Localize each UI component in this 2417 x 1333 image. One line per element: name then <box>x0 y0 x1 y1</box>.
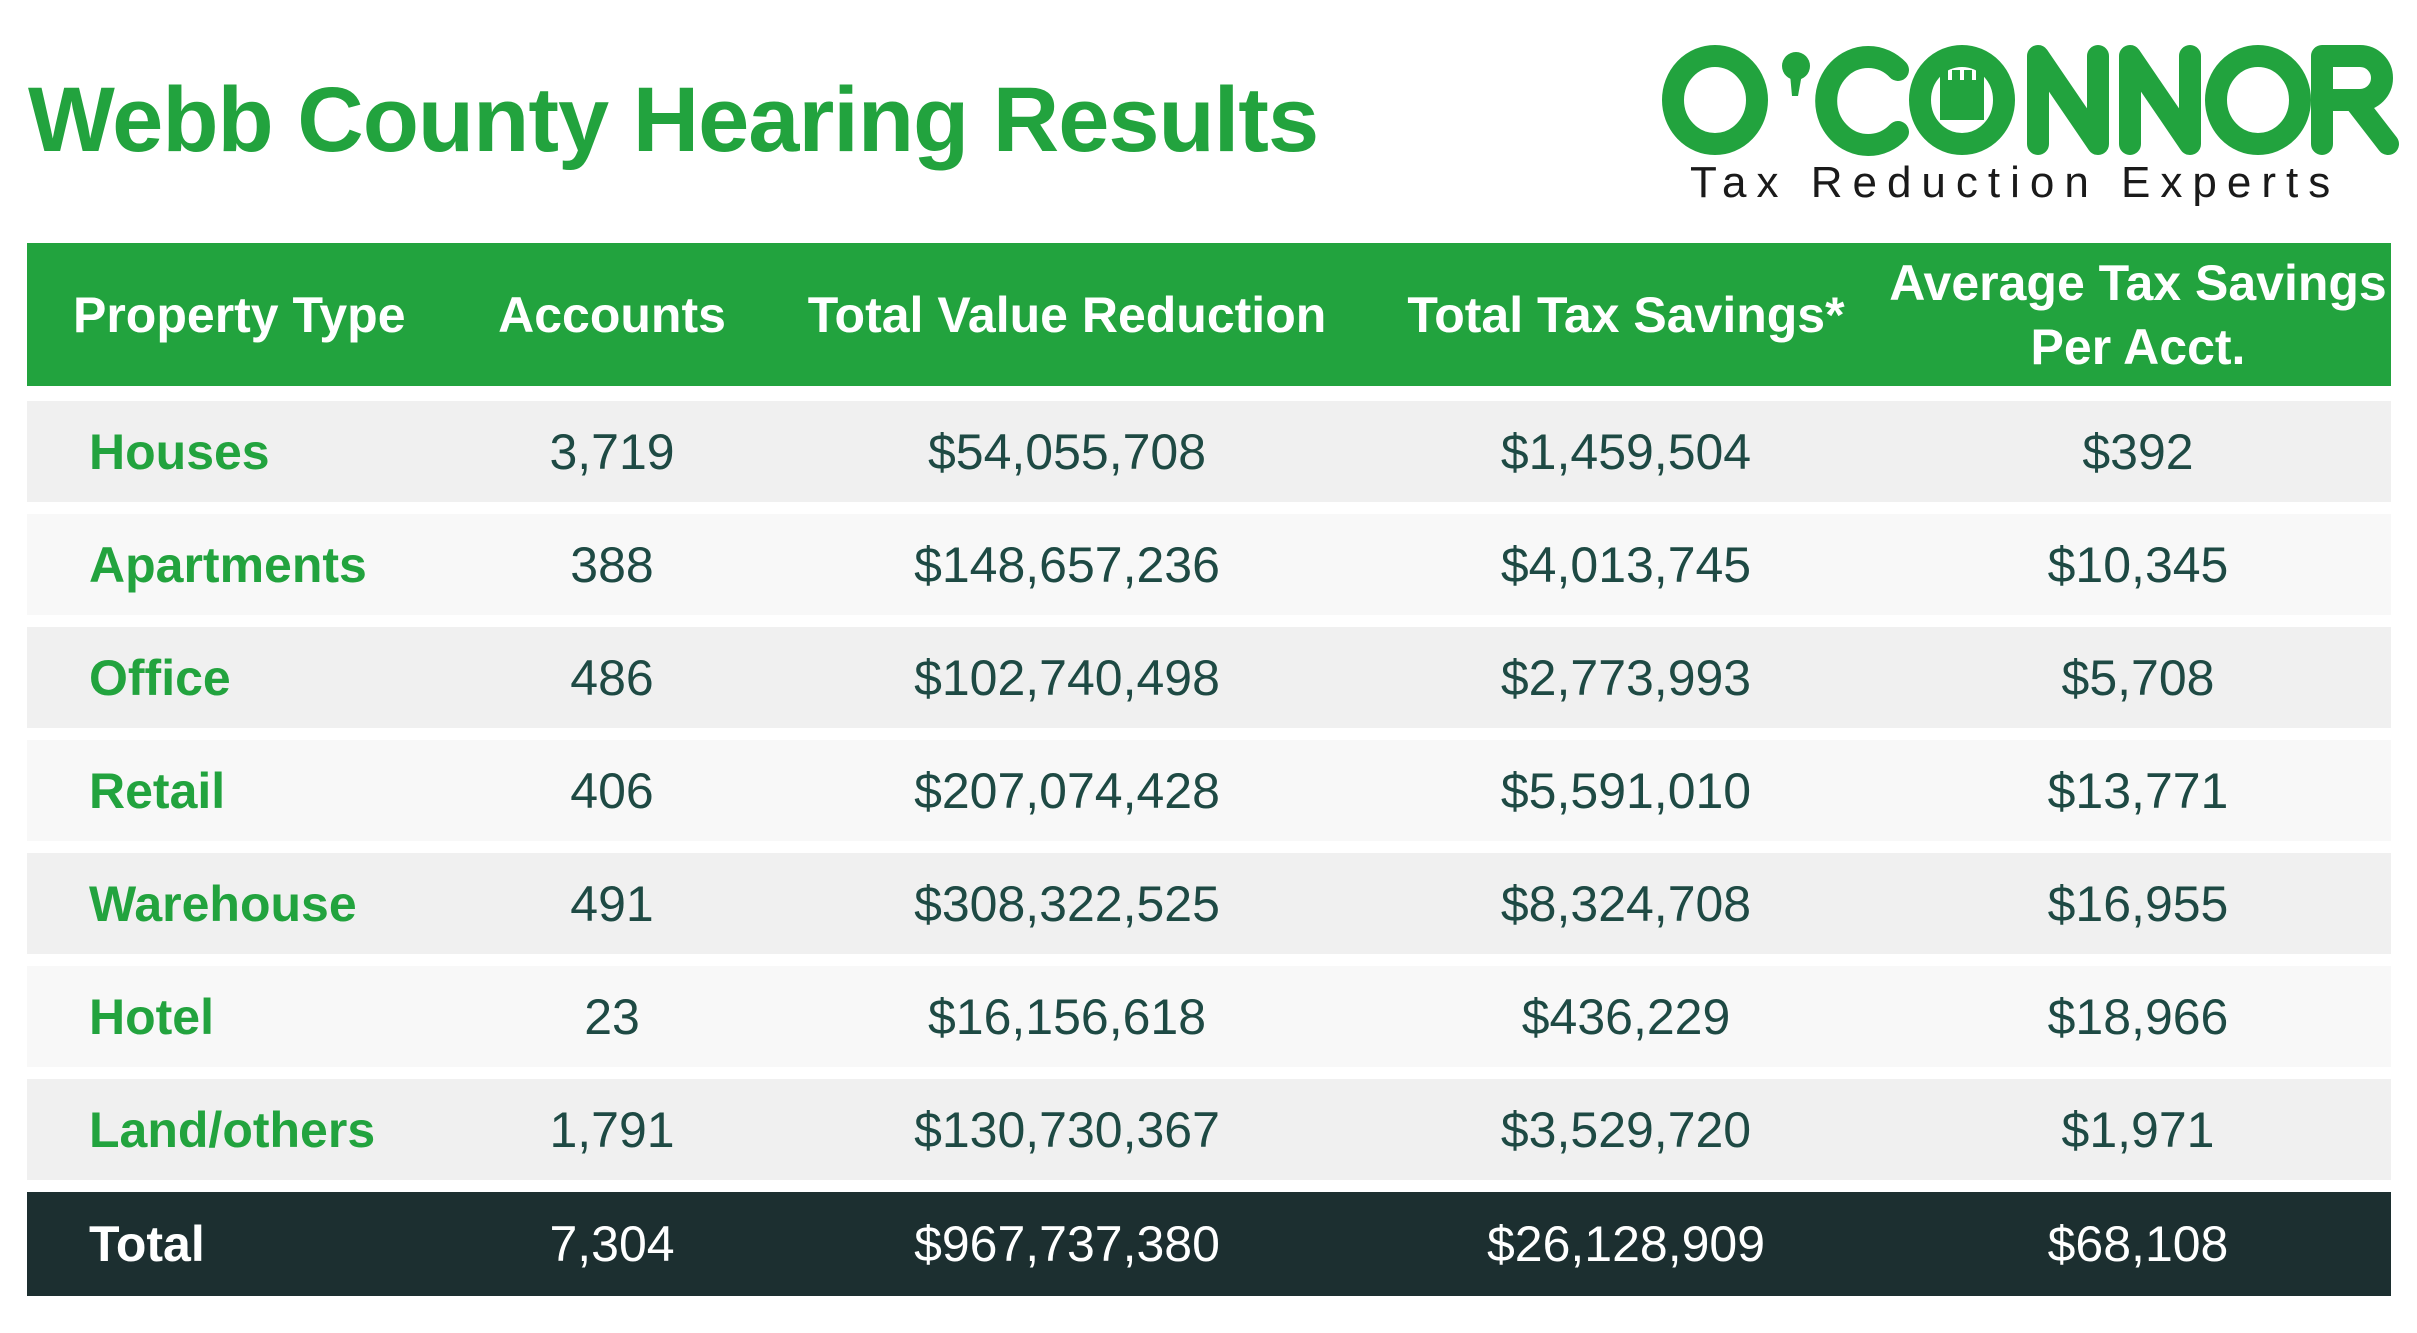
tax-savings-cell: $3,529,720 <box>1500 1101 1752 1158</box>
accounts-cell: 406 <box>570 762 654 819</box>
total-label-cell: Total <box>89 1216 205 1272</box>
accounts-cell: 486 <box>570 649 654 706</box>
header-total-value-reduction: Total Value Reduction <box>807 286 1327 343</box>
property-type-cell: Retail <box>89 762 226 819</box>
avg-savings-cell: $18,966 <box>2047 988 2229 1045</box>
table-row: Land/others 1,791 $130,730,367 $3,529,72… <box>27 1079 2391 1180</box>
property-type-cell: Hotel <box>89 988 214 1045</box>
property-type-cell: Apartments <box>89 536 367 593</box>
table-row: Hotel 23 $16,156,618 $436,229 $18,966 <box>27 966 2391 1067</box>
oconnor-wordmark-icon <box>1662 45 2399 156</box>
avg-savings-cell: $16,955 <box>2047 875 2229 932</box>
page-title: Webb County Hearing Results <box>28 69 1319 171</box>
avg-savings-cell: $13,771 <box>2047 762 2229 819</box>
results-table: Property Type Accounts Total Value Reduc… <box>27 243 2391 1296</box>
tax-savings-cell: $436,229 <box>1521 988 1731 1045</box>
value-reduction-cell: $54,055,708 <box>927 423 1207 480</box>
header-property-type: Property Type <box>73 286 406 343</box>
oconnor-logo: Tax Reduction Experts <box>1660 40 2400 210</box>
property-type-cell: Office <box>89 649 231 706</box>
tax-savings-cell: $5,591,010 <box>1500 762 1752 819</box>
property-type-cell: Warehouse <box>89 875 357 932</box>
logo-tagline: Tax Reduction Experts <box>1690 158 2341 207</box>
table-header: Property Type Accounts Total Value Reduc… <box>27 243 2391 386</box>
total-value-reduction-cell: $967,737,380 <box>914 1216 1220 1272</box>
table-total-row: Total 7,304 $967,737,380 $26,128,909 $68… <box>27 1192 2391 1296</box>
value-reduction-cell: $308,322,525 <box>914 875 1220 932</box>
avg-savings-cell: $5,708 <box>2061 649 2215 706</box>
value-reduction-cell: $130,730,367 <box>914 1101 1220 1158</box>
total-tax-savings-cell: $26,128,909 <box>1486 1216 1766 1272</box>
value-reduction-cell: $16,156,618 <box>927 988 1207 1045</box>
table-row: Office 486 $102,740,498 $2,773,993 $5,70… <box>27 627 2391 728</box>
property-type-cell: Land/others <box>89 1101 376 1158</box>
header-total-tax-savings: Total Tax Savings* <box>1407 286 1845 343</box>
property-type-cell: Houses <box>89 423 270 480</box>
value-reduction-cell: $148,657,236 <box>914 536 1220 593</box>
header-average-tax-savings: Average Tax Savings Per Acct. <box>1889 254 2387 375</box>
table-body: Houses 3,719 $54,055,708 $1,459,504 $392… <box>27 401 2391 1180</box>
tax-savings-cell: $4,013,745 <box>1500 536 1752 593</box>
value-reduction-cell: $102,740,498 <box>914 649 1220 706</box>
tax-savings-cell: $2,773,993 <box>1500 649 1752 706</box>
value-reduction-cell: $207,074,428 <box>914 762 1220 819</box>
table-row: Houses 3,719 $54,055,708 $1,459,504 $392 <box>27 401 2391 502</box>
tax-savings-cell: $1,459,504 <box>1500 423 1752 480</box>
accounts-cell: 23 <box>584 988 640 1045</box>
total-avg-savings-cell: $68,108 <box>2047 1216 2229 1272</box>
accounts-cell: 388 <box>570 536 654 593</box>
accounts-cell: 491 <box>570 875 654 932</box>
table-row: Warehouse 491 $308,322,525 $8,324,708 $1… <box>27 853 2391 954</box>
table-row: Retail 406 $207,074,428 $5,591,010 $13,7… <box>27 740 2391 841</box>
accounts-cell: 1,791 <box>549 1101 675 1158</box>
avg-savings-cell: $392 <box>2082 423 2194 480</box>
accounts-cell: 3,719 <box>549 423 675 480</box>
avg-savings-cell: $1,971 <box>2061 1101 2215 1158</box>
table-row: Apartments 388 $148,657,236 $4,013,745 $… <box>27 514 2391 615</box>
tax-savings-cell: $8,324,708 <box>1500 875 1752 932</box>
avg-savings-cell: $10,345 <box>2047 536 2229 593</box>
header-accounts: Accounts <box>498 286 726 343</box>
total-accounts-cell: 7,304 <box>549 1216 675 1272</box>
